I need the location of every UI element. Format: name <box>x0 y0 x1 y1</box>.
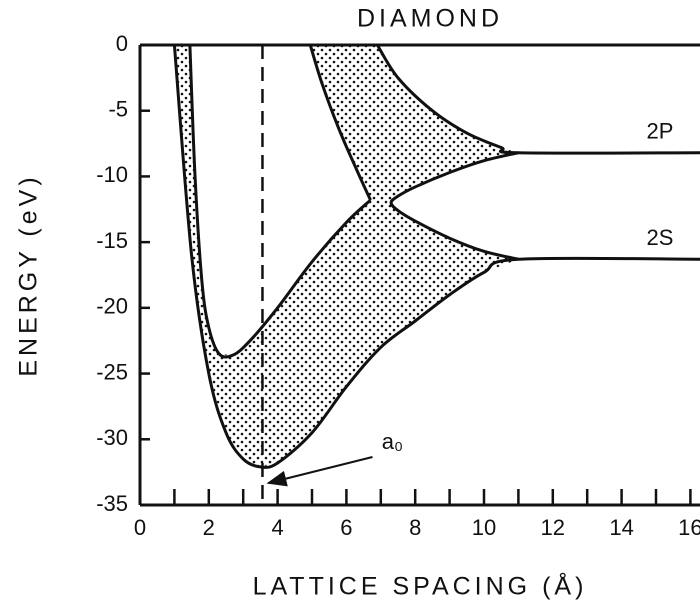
x-tick-label: 14 <box>609 515 633 540</box>
x-axis-label: LATTICE SPACING (Å) <box>253 571 588 601</box>
x-tick-label: 0 <box>134 515 146 540</box>
y-tick-label: -30 <box>96 425 128 450</box>
chart-title: DIAMOND <box>357 5 503 33</box>
x-tick-label: 16 <box>678 515 700 540</box>
band-edge <box>188 44 372 359</box>
x-tick-label: 6 <box>340 515 352 540</box>
y-tick-label: -15 <box>96 228 128 253</box>
y-axis-label: ENERGY (eV) <box>15 173 43 376</box>
y-tick-label: -10 <box>96 162 128 187</box>
band-edge <box>376 44 700 155</box>
y-tick-label: -5 <box>108 97 128 122</box>
band-edge <box>308 44 372 201</box>
level-label: 2P <box>647 119 674 144</box>
x-tick-label: 10 <box>472 515 496 540</box>
x-tick-label: 4 <box>271 515 283 540</box>
annotation-arrow <box>266 456 373 487</box>
x-tick-label: 2 <box>203 515 215 540</box>
y-tick-label: -25 <box>96 359 128 384</box>
band-fill <box>310 45 519 203</box>
band-edge <box>389 151 519 261</box>
x-tick-label: 8 <box>409 515 421 540</box>
band-edge <box>172 44 700 469</box>
x-tick-label: 12 <box>541 515 565 540</box>
y-tick-label: -20 <box>96 294 128 319</box>
band-fill <box>174 45 519 467</box>
annotation: a₀ <box>382 429 403 454</box>
y-tick-label: 0 <box>116 31 128 56</box>
y-tick-label: -35 <box>96 491 128 516</box>
level-label: 2S <box>647 225 674 250</box>
